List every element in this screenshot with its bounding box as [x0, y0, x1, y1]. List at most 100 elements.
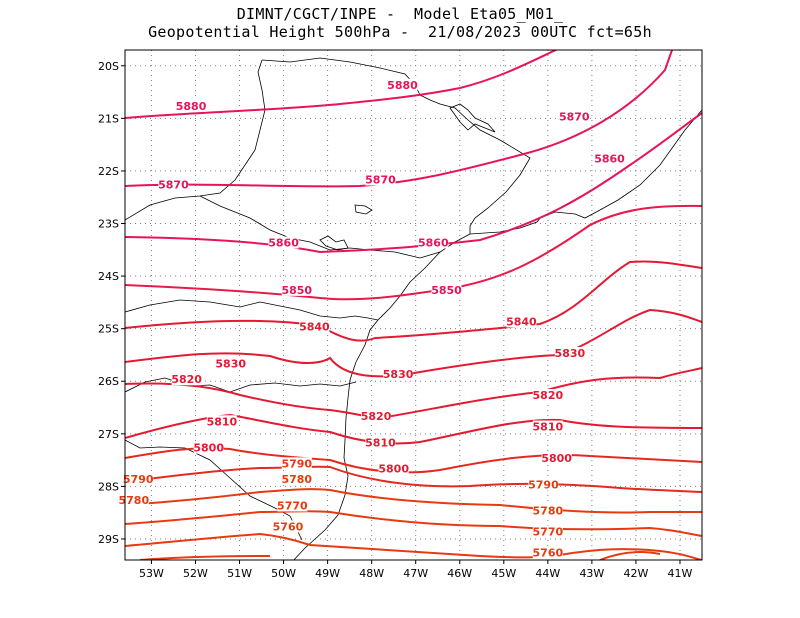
- contour-label-bg: [281, 283, 312, 296]
- contour-label: 5860: [418, 237, 449, 250]
- contour-5830-line: [125, 308, 702, 378]
- contour-label: 5790: [123, 473, 154, 486]
- state-border: [125, 59, 266, 221]
- lat-tick-label: 22S: [98, 165, 119, 178]
- contour-5780-line: [125, 488, 702, 514]
- contour-label-bg: [532, 389, 563, 402]
- lat-tick-label: 27S: [98, 428, 119, 441]
- contour-label: 5770: [533, 526, 564, 539]
- contour-label: 5800: [193, 442, 224, 455]
- contour-label: 5860: [594, 152, 625, 165]
- contour-label: 5800: [378, 463, 409, 476]
- lon-tick-label: 43W: [579, 567, 604, 580]
- contour-label: 5830: [383, 368, 414, 381]
- lon-tick-label: 53W: [139, 567, 164, 580]
- contour-label: 5760: [273, 520, 304, 533]
- lon-tick-label: 41W: [668, 567, 693, 580]
- contour-label: 5840: [299, 321, 330, 334]
- lake: [354, 204, 373, 215]
- axis-ticks: 20S 21S 22S 23S 24S 25S 26S 27S 28S 29S 53W 52W 51W 5…: [98, 60, 693, 580]
- map-title-line-2: Geopotential Height 500hPa - 21/08/2023 …: [148, 23, 652, 41]
- contour-label-bg: [418, 236, 449, 249]
- contour-label-bg: [365, 436, 396, 449]
- contour-label: 5840: [506, 315, 537, 328]
- contour-label-bg: [158, 178, 189, 191]
- contour-label: 5780: [533, 505, 564, 518]
- lat-tick-label: 26S: [98, 375, 119, 388]
- contour-label: 5830: [215, 357, 246, 370]
- contour-label-bg: [268, 236, 299, 249]
- contour-label: 5830: [555, 347, 586, 360]
- contour-label-bg: [594, 152, 625, 165]
- contour-label-bg: [532, 420, 563, 433]
- contour-label-bg: [532, 525, 563, 538]
- lat-tick-label: 24S: [98, 270, 119, 283]
- contour-label-bg: [123, 473, 154, 486]
- contour-label-bg: [383, 367, 414, 380]
- contour-label: 5820: [361, 410, 392, 423]
- contour-label-bg: [532, 546, 563, 559]
- contour-label-bg: [378, 462, 409, 475]
- contour-labels: 5880 5880 5870 5860 5870 5870 5860 5860 5850 5850…: [118, 78, 625, 560]
- lat-tick-label: 21S: [98, 112, 119, 125]
- contour-label: 5760: [533, 547, 564, 560]
- contour-label: 5810: [365, 436, 396, 449]
- lon-tick-label: 49W: [315, 567, 340, 580]
- lat-tick-label: 29S: [98, 533, 119, 546]
- contour-5850-line: [125, 204, 702, 301]
- contour-label-bg: [365, 173, 396, 186]
- state-border: [125, 299, 379, 321]
- contour-label: 5860: [268, 237, 299, 250]
- contour-label-bg: [215, 357, 246, 370]
- lon-tick-label: 44W: [535, 567, 560, 580]
- contour-5750-line: [139, 551, 661, 560]
- contour-5760-line: [125, 532, 702, 560]
- contour-label: 5800: [541, 452, 572, 465]
- contour-label: 5880: [176, 100, 207, 113]
- reservoir: [449, 103, 496, 133]
- contour-label: 5770: [277, 499, 308, 512]
- contour-label-bg: [277, 499, 308, 512]
- contour-5880-line: [125, 50, 559, 119]
- contour-5860-line: [125, 112, 702, 254]
- contour-label-bg: [281, 473, 312, 486]
- contour-label-bg: [541, 452, 572, 465]
- contour-label: 5790: [281, 457, 312, 470]
- contour-label: 5810: [533, 421, 564, 434]
- contour-5870-line: [125, 50, 673, 188]
- contour-label-bg: [299, 320, 330, 333]
- contour-label-bg: [171, 373, 202, 386]
- contour-label-bg: [506, 315, 537, 328]
- plot-frame: [124, 49, 703, 561]
- lon-tick-label: 45W: [491, 567, 516, 580]
- contour-label-bg: [272, 520, 303, 533]
- contour-label: 5880: [387, 79, 418, 92]
- contour-label-bg: [176, 99, 207, 112]
- lat-tick-label: 25S: [98, 323, 119, 336]
- contour-label-bg: [118, 494, 149, 507]
- contour-label-bg: [431, 283, 462, 296]
- contour-label: 5870: [158, 179, 189, 192]
- contour-label-bg: [559, 110, 590, 123]
- contour-label-bg: [281, 457, 312, 470]
- contour-label: 5780: [118, 494, 149, 507]
- contour-label: 5870: [365, 173, 396, 186]
- map-title-line-1: DIMNT/CGCT/INPE - Model Eta05_M01_: [236, 5, 564, 23]
- contour-5820-line: [125, 367, 702, 420]
- lon-tick-label: 46W: [447, 567, 472, 580]
- lon-tick-label: 48W: [359, 567, 384, 580]
- lon-tick-label: 47W: [403, 567, 428, 580]
- contour-label: 5850: [431, 284, 462, 297]
- lat-lon-grid: [125, 50, 702, 560]
- contour-5790-line: [125, 465, 702, 493]
- contour-label: 5780: [281, 473, 312, 486]
- lon-tick-label: 52W: [183, 567, 208, 580]
- contour-label: 5790: [528, 478, 559, 491]
- contour-label-bg: [206, 415, 237, 428]
- lat-tick-label: 28S: [98, 480, 119, 493]
- contour-5770-line: [125, 510, 702, 537]
- bay: [319, 235, 349, 251]
- lat-tick-label: 20S: [98, 60, 119, 73]
- state-border: [125, 377, 357, 393]
